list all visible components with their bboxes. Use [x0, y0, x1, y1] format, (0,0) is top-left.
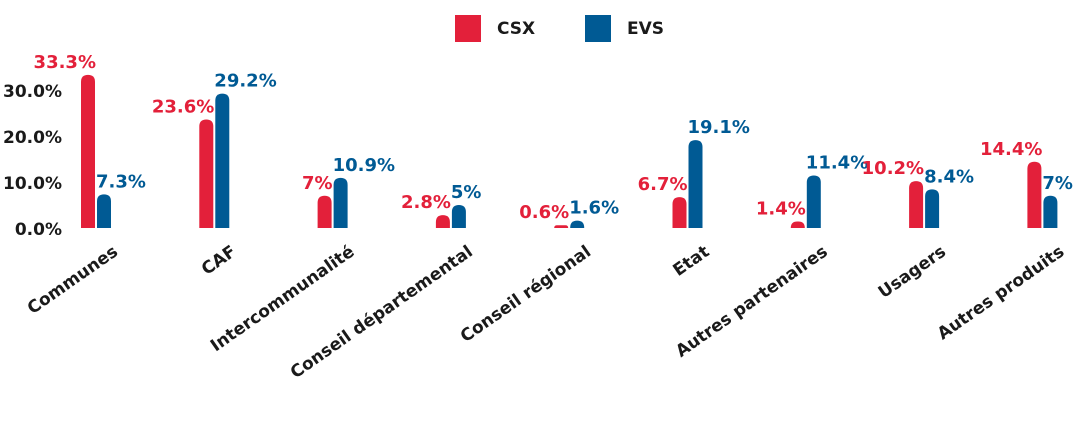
bar [806, 175, 821, 228]
bar [215, 93, 230, 229]
bar [909, 181, 924, 228]
bar [790, 221, 805, 228]
value-label: 10.9% [333, 155, 395, 176]
value-label: 0.6% [519, 202, 569, 223]
value-label: 19.1% [688, 117, 750, 138]
x-tick-label: Autres produits [934, 242, 1068, 344]
bar [317, 195, 332, 228]
value-label: 33.3% [34, 52, 96, 73]
bar [199, 119, 214, 228]
y-tick-label: 30.0% [3, 82, 62, 102]
value-label: 7% [302, 173, 333, 194]
bar [554, 225, 569, 228]
y-tick-label: 10.0% [3, 174, 62, 194]
x-tick-label: Usagers [875, 242, 950, 303]
x-tick-label: Communes [24, 242, 122, 319]
bar [1027, 161, 1042, 228]
value-label: 6.7% [638, 174, 688, 195]
bar [333, 177, 348, 228]
value-label: 11.4% [806, 153, 868, 174]
bar [672, 197, 687, 228]
value-label: 7% [1042, 173, 1073, 194]
bar [435, 215, 450, 228]
value-label: 8.4% [924, 166, 974, 187]
legend-swatch [455, 15, 481, 42]
bar [451, 205, 466, 228]
y-tick-label: 0.0% [15, 220, 62, 240]
legend-swatch [585, 15, 611, 42]
bar [1043, 195, 1058, 228]
bar [925, 189, 940, 228]
value-label: 2.8% [401, 192, 451, 213]
value-label: 1.4% [756, 199, 806, 220]
bar [97, 194, 111, 228]
x-tick-label: Etat [670, 242, 714, 281]
legend-label: CSX [497, 19, 535, 39]
value-label: 14.4% [980, 139, 1042, 160]
bar [688, 140, 703, 228]
value-label: 29.2% [214, 71, 276, 92]
value-label: 7.3% [96, 171, 146, 192]
value-label: 1.6% [569, 198, 619, 219]
y-tick-label: 20.0% [3, 128, 62, 148]
bar [81, 74, 95, 228]
bar [570, 220, 585, 228]
value-label: 23.6% [152, 96, 214, 117]
value-label: 5% [451, 182, 482, 203]
value-label: 10.2% [862, 158, 924, 179]
x-tick-label: Conseil régional [457, 242, 595, 347]
x-tick-label: CAF [198, 242, 240, 280]
legend-label: EVS [627, 19, 664, 39]
